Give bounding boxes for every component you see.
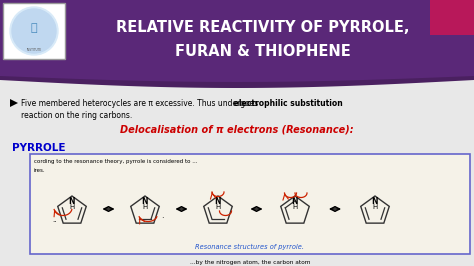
Polygon shape bbox=[0, 0, 474, 82]
Text: N: N bbox=[372, 197, 378, 206]
Text: Delocalisation of π electrons (Resonance):: Delocalisation of π electrons (Resonance… bbox=[120, 125, 354, 135]
Text: cording to the resonance theory, pyrrole is considered to ...: cording to the resonance theory, pyrrole… bbox=[34, 159, 198, 164]
FancyBboxPatch shape bbox=[3, 3, 65, 59]
Text: N: N bbox=[215, 197, 221, 206]
Text: H: H bbox=[373, 204, 378, 210]
Text: .: . bbox=[161, 211, 164, 220]
Text: N: N bbox=[292, 197, 298, 206]
Polygon shape bbox=[10, 99, 18, 107]
Text: FURAN & THIOPHENE: FURAN & THIOPHENE bbox=[175, 44, 351, 60]
Circle shape bbox=[10, 7, 58, 55]
Text: Resonance structures of pyrrole.: Resonance structures of pyrrole. bbox=[195, 244, 304, 250]
Bar bbox=[430, 0, 474, 35]
Text: ...by the nitrogen atom, the carbon atom: ...by the nitrogen atom, the carbon atom bbox=[190, 260, 310, 265]
Text: Five membered heterocycles are π excessive. Thus undergoes: Five membered heterocycles are π excessi… bbox=[21, 98, 261, 107]
Text: INSTITUTE: INSTITUTE bbox=[27, 48, 42, 52]
Text: ..: .. bbox=[53, 217, 57, 223]
Text: N: N bbox=[69, 197, 75, 206]
Text: H: H bbox=[69, 204, 74, 210]
Text: N: N bbox=[142, 197, 148, 206]
Text: ires.: ires. bbox=[34, 168, 46, 172]
FancyBboxPatch shape bbox=[30, 154, 470, 254]
Text: RELATIVE REACTIVITY OF PYRROLE,: RELATIVE REACTIVITY OF PYRROLE, bbox=[116, 20, 410, 35]
Text: 🕊: 🕊 bbox=[31, 23, 37, 33]
Text: PYRROLE: PYRROLE bbox=[12, 143, 65, 153]
Text: H: H bbox=[292, 204, 298, 210]
Text: H: H bbox=[142, 204, 147, 210]
Text: H: H bbox=[215, 204, 220, 210]
Polygon shape bbox=[0, 0, 474, 88]
Circle shape bbox=[12, 9, 56, 53]
Text: electrophilic substitution: electrophilic substitution bbox=[21, 98, 343, 107]
Bar bbox=[0, 0, 474, 80]
Text: reaction on the ring carbons.: reaction on the ring carbons. bbox=[21, 110, 132, 119]
